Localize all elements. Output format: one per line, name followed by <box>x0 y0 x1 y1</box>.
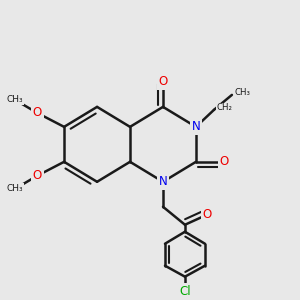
Text: CH₃: CH₃ <box>7 95 23 104</box>
Text: O: O <box>219 155 229 168</box>
Text: CH₃: CH₃ <box>235 88 251 98</box>
Text: O: O <box>202 208 212 221</box>
Text: O: O <box>32 106 42 119</box>
Text: N: N <box>159 175 167 188</box>
Text: O: O <box>158 75 168 88</box>
Text: Cl: Cl <box>179 285 191 298</box>
Text: CH₂: CH₂ <box>217 103 233 112</box>
Text: CH₃: CH₃ <box>7 184 23 193</box>
Text: N: N <box>192 120 200 134</box>
Text: O: O <box>32 169 42 182</box>
